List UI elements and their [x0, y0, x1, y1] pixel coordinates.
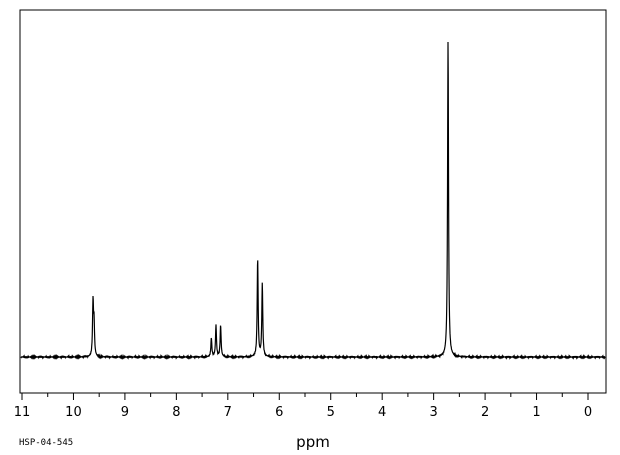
x-tick-label: 1 — [532, 405, 540, 420]
x-tick-label: 0 — [584, 405, 592, 420]
x-tick-label: 11 — [14, 405, 31, 420]
x-tick-label: 5 — [327, 405, 335, 420]
x-tick-label: 2 — [481, 405, 489, 420]
x-tick-label: 6 — [275, 405, 283, 420]
sample-code-label: HSP-04-545 — [19, 438, 73, 448]
x-tick-label: 9 — [121, 405, 129, 420]
plot-frame — [19, 9, 607, 394]
x-tick-label: 4 — [378, 405, 386, 420]
x-tick-label: 8 — [172, 405, 180, 420]
x-tick-label: 10 — [65, 405, 82, 420]
x-tick-label: 3 — [429, 405, 437, 420]
x-tick-label: 7 — [224, 405, 232, 420]
spectrum-line — [20, 42, 606, 361]
x-axis-label: ppm — [296, 433, 330, 451]
x-axis: 11 10 9 8 7 6 5 4 3 2 1 0 — [14, 393, 592, 420]
